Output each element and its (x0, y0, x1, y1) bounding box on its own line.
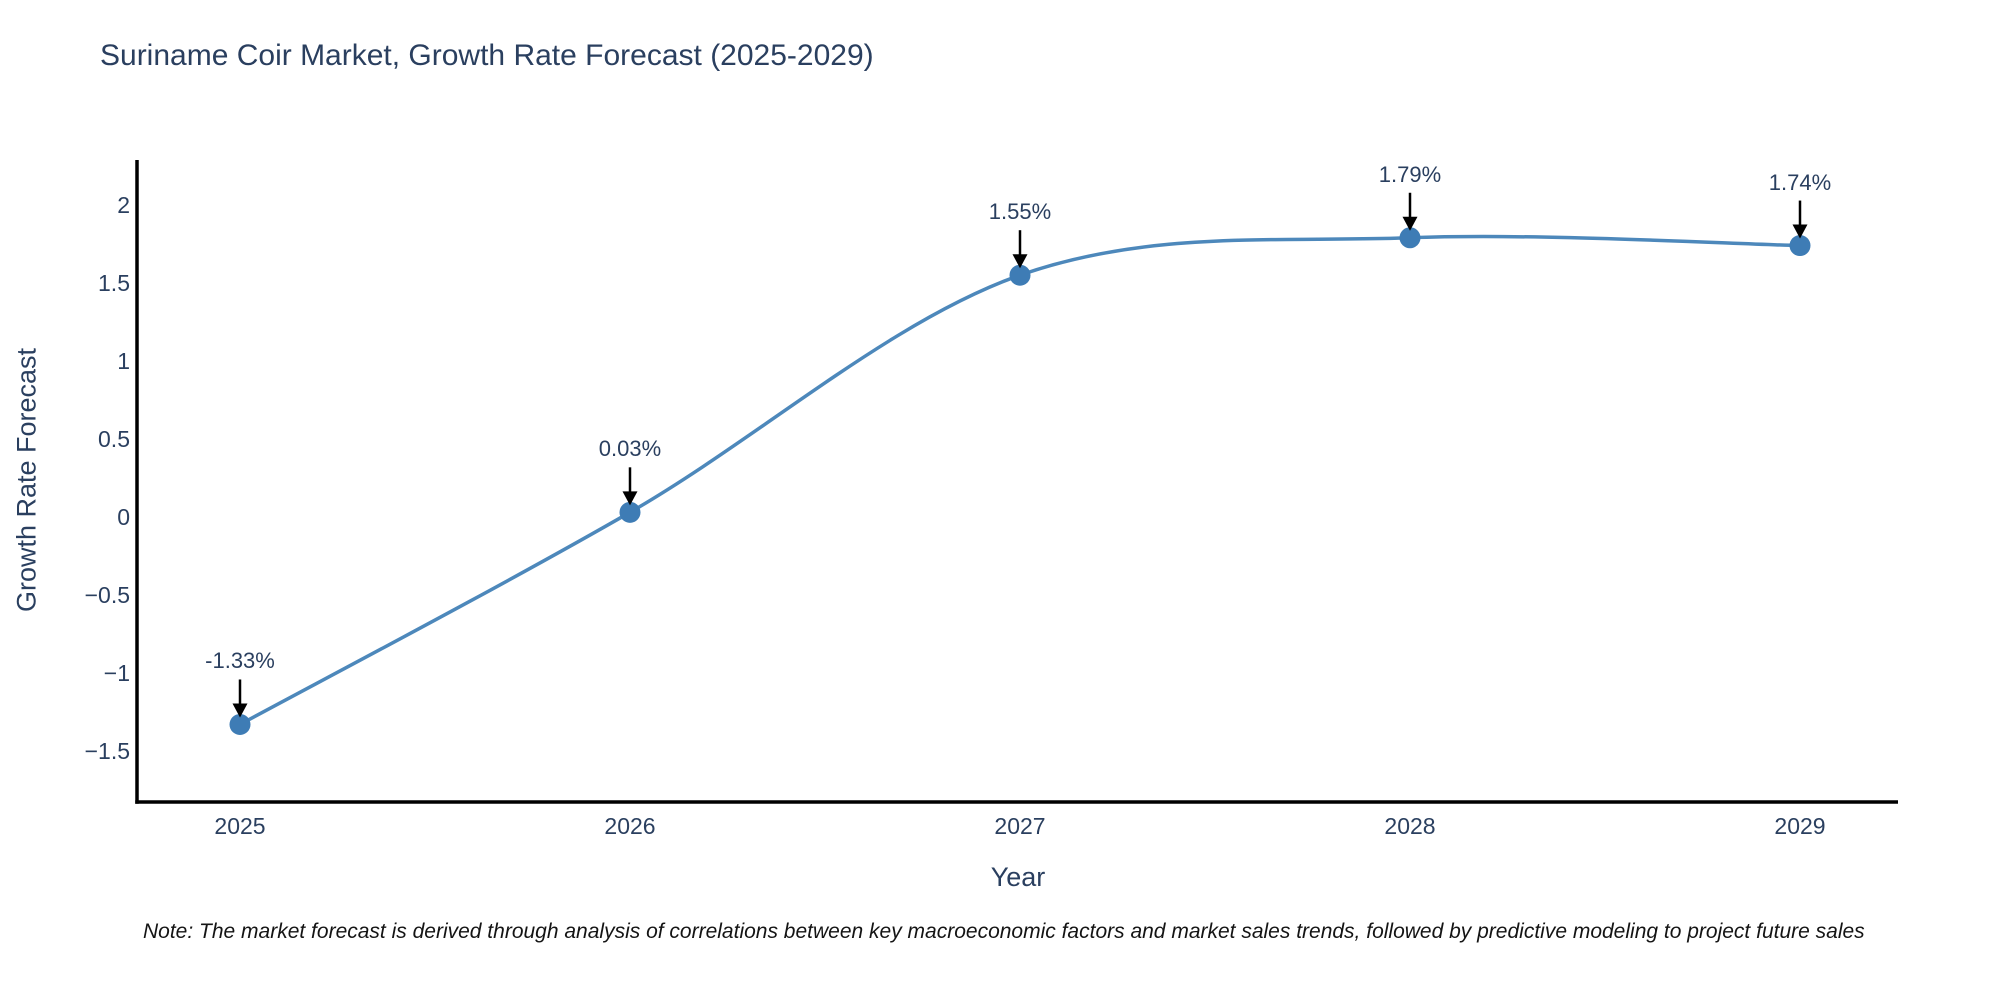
x-tick-label: 2026 (604, 813, 656, 839)
x-axis-title: Year (990, 862, 1046, 892)
point-value-label: 1.79% (1378, 161, 1442, 187)
footnote-text: Note: The market forecast is derived thr… (143, 920, 1865, 943)
y-tick-label: 0.5 (98, 426, 130, 452)
y-axis-title: Growth Rate Forecast (11, 347, 42, 613)
data-point-marker (1789, 235, 1811, 257)
y-tick-label: 1.5 (98, 270, 130, 296)
annotation-arrow-head (622, 491, 638, 506)
y-tick-label: 2 (117, 192, 130, 218)
data-point-marker (1009, 264, 1031, 286)
data-point-marker (619, 501, 641, 523)
x-tick-label: 2025 (214, 813, 266, 839)
y-tick-label: 0 (117, 504, 130, 530)
y-tick-label: −1.5 (84, 738, 130, 764)
annotation-arrow-head (1792, 224, 1808, 239)
x-tick-label: 2028 (1384, 813, 1436, 839)
y-tick-label: −0.5 (84, 582, 130, 608)
data-point-marker (229, 713, 251, 735)
point-value-label: 0.03% (598, 436, 662, 462)
point-value-label: 1.55% (988, 199, 1052, 225)
chart-title: Suriname Coir Market, Growth Rate Foreca… (100, 39, 874, 72)
annotation-arrow-head (232, 703, 248, 718)
point-value-label: -1.33% (205, 648, 275, 674)
x-tick-label: 2029 (1774, 813, 1826, 839)
point-value-label: 1.74% (1768, 169, 1832, 195)
x-tick-label: 2027 (994, 813, 1046, 839)
y-tick-label: 1 (117, 348, 130, 374)
forecast-line (238, 234, 1802, 727)
data-point-marker (1399, 227, 1421, 249)
annotation-arrow-head (1012, 254, 1028, 269)
y-tick-label: −1 (103, 660, 130, 686)
annotation-arrow-head (1402, 216, 1418, 231)
